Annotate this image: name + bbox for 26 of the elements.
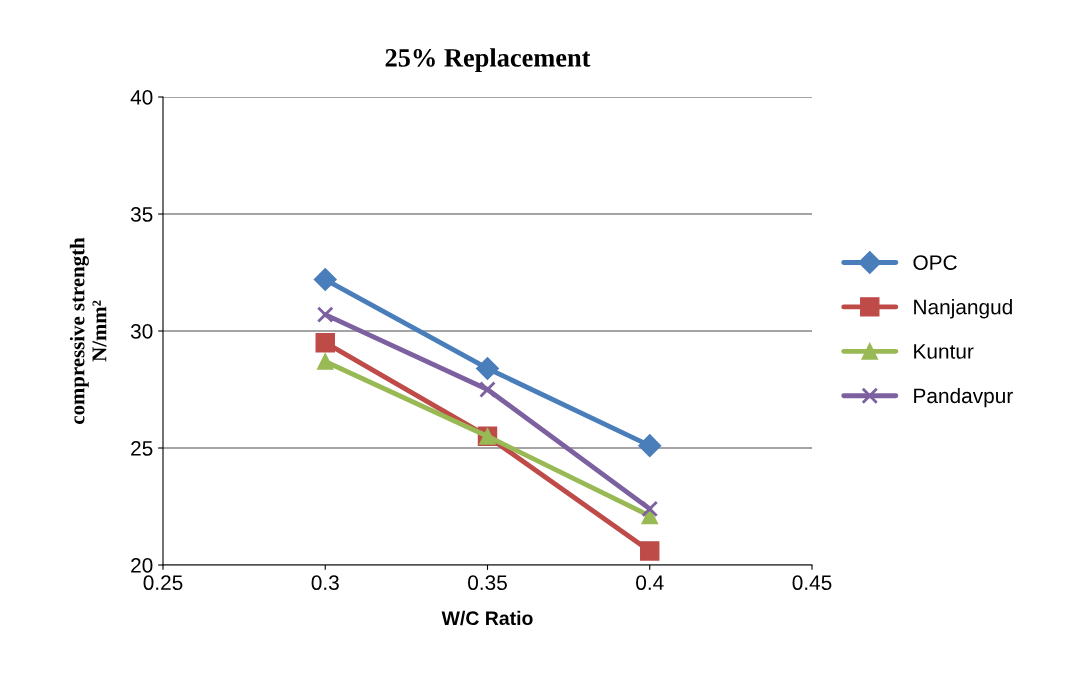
chart-title: 25% Replacement xyxy=(385,48,591,73)
y-tick-label: 35 xyxy=(130,207,153,222)
legend-label: OPC xyxy=(913,255,957,270)
y-tick-label: 20 xyxy=(131,558,153,573)
x-tick-label: 0.45 xyxy=(792,575,832,591)
x-tick-label: 0.25 xyxy=(143,575,183,591)
x-tick-label: 0.3 xyxy=(311,575,339,591)
x-tick-label: 0.4 xyxy=(636,575,664,591)
y-axis-title: compressive strength N/mm² xyxy=(69,237,107,424)
y-tick-label: 40 xyxy=(130,90,153,105)
legend-label: Pandavpur xyxy=(914,387,1013,408)
point xyxy=(476,356,499,380)
point xyxy=(479,381,496,398)
legend-label: Nanjangud xyxy=(914,299,1012,319)
legend-label: Kuntur xyxy=(914,344,974,359)
x-tick-label: 0.35 xyxy=(468,575,507,591)
point xyxy=(641,500,659,518)
x-axis-title: W/C Ratio xyxy=(441,610,533,626)
point xyxy=(640,541,660,561)
y-tick-label: 30 xyxy=(130,324,153,339)
point xyxy=(315,332,335,353)
y-tick-label: 25 xyxy=(131,441,153,456)
point xyxy=(638,434,662,458)
point xyxy=(313,268,337,292)
point xyxy=(316,353,334,370)
point xyxy=(316,306,334,323)
